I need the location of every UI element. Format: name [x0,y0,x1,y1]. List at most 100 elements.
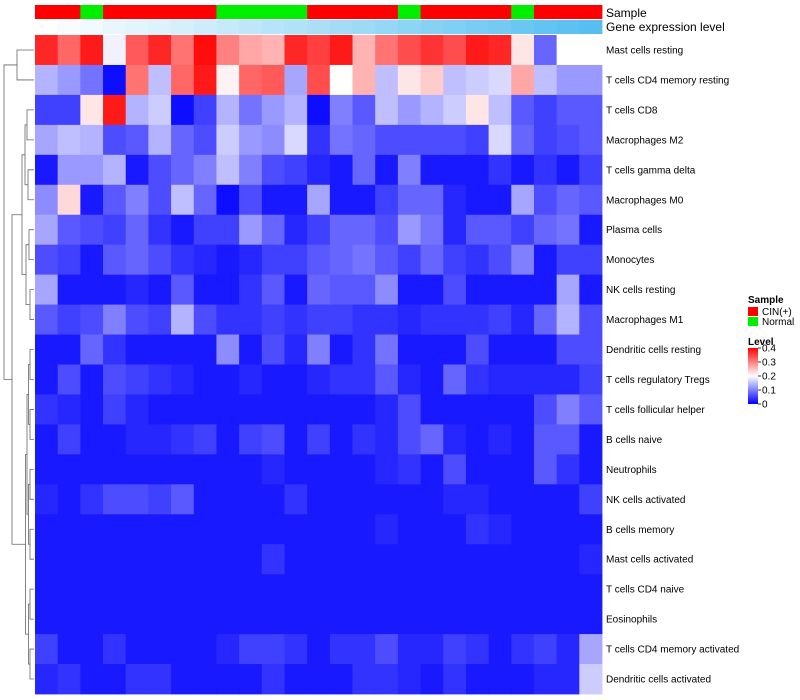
heatmap-cell [579,514,603,545]
gene-expression-annotation-bar [35,20,603,34]
heatmap-cell [556,304,580,335]
legend-level-title: Level [748,337,774,348]
heatmap-cell [420,244,444,276]
heatmap-cell [579,604,603,635]
sample-annotation-cell [103,5,127,19]
heatmap-cell [556,364,580,395]
heatmap-cell [397,634,421,665]
row-label: T cells gamma delta [606,165,696,176]
heatmap-cell [556,454,580,485]
heatmap-cell [171,484,195,515]
heatmap-cell [57,604,81,635]
gene-expression-annotation-cell [171,20,195,34]
sample-annotation-bar [35,5,603,19]
heatmap-cell [511,544,535,575]
heatmap-cell [375,244,399,276]
heatmap-cell [125,274,149,305]
legend-level-tick-label: 0.1 [762,386,776,397]
heatmap-cell [533,274,558,305]
heatmap-cell [352,64,376,96]
heatmap-cell [80,334,104,365]
heatmap-cell [397,244,421,276]
heatmap-cell [352,94,376,126]
heatmap-cell [533,94,558,126]
heatmap-cell [579,214,603,246]
heatmap-cell [148,334,172,365]
heatmap-cell [171,604,195,635]
heatmap-cell [216,604,240,635]
heatmap-cell [193,184,217,216]
heatmap-cell [511,664,535,695]
heatmap-cell [103,154,127,186]
legend-level-tick-label: 0.3 [762,358,776,369]
heatmap-cell [125,364,149,395]
gene-expression-annotation-cell [148,20,172,34]
heatmap-cell [465,304,489,335]
heatmap-cell [284,544,308,575]
heatmap-cell [443,184,467,216]
heatmap-cell [488,664,512,695]
legend-swatch [748,307,758,316]
heatmap-cell [216,454,240,485]
heatmap-cell [420,64,444,96]
row-label: B cells naive [606,435,663,446]
heatmap-cell [488,604,512,635]
heatmap-cell [80,214,104,246]
heatmap-cell [193,364,217,395]
heatmap-cell [261,454,285,485]
heatmap-cell [511,634,535,665]
heatmap-cell [261,394,285,425]
heatmap-cell [103,514,127,545]
heatmap-cell [239,274,263,305]
heatmap-cell [171,304,195,335]
dendrogram-branch [29,349,34,380]
heatmap-cell [80,664,104,695]
sample-annotation-cell [556,5,580,19]
heatmap-cell [216,544,240,575]
heatmap-cell [579,394,603,425]
heatmap-cell [284,304,308,335]
heatmap-cell [307,214,331,246]
sample-annotation-cell [488,5,512,19]
heatmap-cell [352,514,376,545]
heatmap-cell [465,664,489,695]
heatmap-cell [511,124,535,156]
heatmap-cell [307,544,331,575]
heatmap-cell [329,424,353,455]
heatmap-cell [148,544,172,575]
heatmap-cell [488,64,512,96]
heatmap-cell [465,64,489,96]
heatmap-cell [375,124,399,156]
heatmap-cell [533,664,558,695]
heatmap-cell [352,454,376,485]
heatmap-cell [443,334,467,365]
heatmap-cell [533,154,558,186]
gene-expression-annotation-cell [329,20,353,34]
sample-annotation-cell [261,5,285,19]
heatmap-cell [533,64,558,96]
heatmap-cell [57,364,81,395]
heatmap-cell [488,244,512,276]
heatmap-cell [397,184,421,216]
heatmap-cell [171,154,195,186]
heatmap-cell [261,274,285,305]
heatmap-cell [57,574,81,605]
row-label: T cells CD4 memory activated [606,645,739,656]
sample-annotation-cell [443,5,467,19]
heatmap-cell [239,394,263,425]
heatmap-cell [148,634,172,665]
heatmap-cell [239,454,263,485]
heatmap-cell [216,94,240,126]
heatmap-cell [443,244,467,276]
heatmap-cell [511,394,535,425]
heatmap-cell [488,454,512,485]
heatmap-cell [35,124,59,156]
heatmap-cell [375,35,399,66]
sample-annotation-cell [397,5,421,19]
heatmap-cell [329,574,353,605]
heatmap-cell [261,604,285,635]
heatmap-cell [193,304,217,335]
heatmap-cell [148,574,172,605]
heatmap-cell [80,454,104,485]
heatmap-cell [443,634,467,665]
